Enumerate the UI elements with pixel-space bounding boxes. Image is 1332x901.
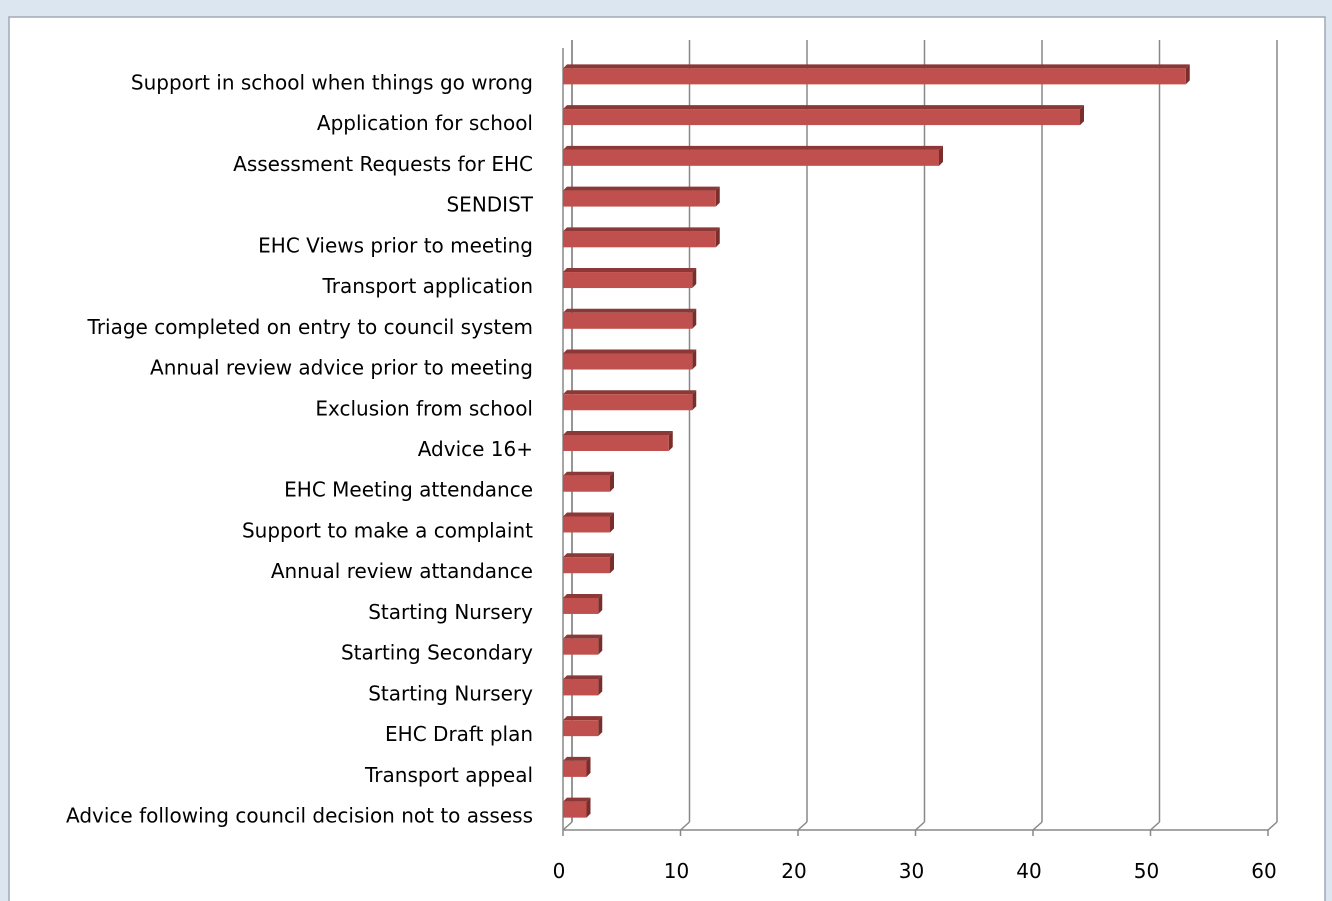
y-tick-label: Annual review advice prior to meeting [150,356,533,380]
grid-floor [1150,821,1160,831]
bar-side [598,593,603,614]
bar [563,557,610,574]
bar-side [692,349,697,370]
bar-top [563,186,720,191]
bar-top [563,268,697,273]
bar-side [692,308,697,329]
bar-side [1080,105,1084,126]
bar-side [610,512,614,533]
bar-top [563,64,1190,69]
bar-side [692,268,697,289]
y-tick-label: Transport application [321,274,533,298]
bar-top [563,634,603,639]
bar [563,68,1186,85]
grid-floor [797,821,808,831]
bar [563,149,939,166]
y-tick-label: Support in school when things go wrong [131,70,533,94]
bar-side [610,553,614,574]
bar-side [598,675,603,696]
x-tick-label: 60 [1251,859,1276,883]
x-tick-label: 20 [781,859,806,883]
bar-top [563,593,603,598]
bar-top [563,349,697,354]
grid-floor [1032,821,1043,831]
bar-top [563,716,603,721]
bar [563,435,669,451]
bar-top [563,105,1084,110]
x-tick-label: 50 [1134,859,1159,883]
y-tick-label: SENDIST [446,193,533,217]
bar [563,760,587,777]
bar-top [563,471,614,476]
y-tick-label: Advice following council decision not to… [66,804,533,828]
bar-side [586,797,591,818]
y-tick-label: Advice 16+ [418,437,533,461]
y-tick-label: Transport appeal [364,763,533,787]
y-tick-label: Application for school [317,111,533,135]
bar-top [563,553,614,558]
bar [563,516,610,533]
y-tick-label: EHC Draft plan [385,722,533,746]
bar [563,638,599,655]
grid-floor [915,821,925,831]
bar [563,720,599,737]
bar [563,353,693,370]
y-tick-label: Starting Secondary [341,641,533,665]
bar [563,597,599,614]
y-tick-label: Starting Nursery [368,600,533,624]
y-tick-label: Support to make a complaint [242,518,533,542]
y-tick-label: Annual review attandance [271,559,533,583]
bar-top [563,431,673,435]
y-tick-label: Assessment Requests for EHC [233,152,533,176]
bar-side [692,390,697,411]
bar [563,190,716,207]
bar-top [563,390,697,395]
grid-floor [562,821,573,831]
x-tick-label: 10 [664,859,689,883]
bar [563,801,587,818]
x-tick-label: 30 [899,859,924,883]
bar-side [598,716,603,737]
bar-side [610,471,614,492]
bar-top [563,512,614,517]
grid-floor [680,821,690,831]
bar-top [563,797,591,802]
bar [563,109,1080,126]
grid-floor [1267,821,1278,831]
y-tick-label: Triage completed on entry to council sys… [87,315,533,339]
bar [563,679,599,696]
bar [563,475,610,492]
x-tick-label: 40 [1016,859,1041,883]
bar-top [563,227,720,232]
bar [563,272,693,289]
bar-side [598,634,603,655]
bar [563,312,693,329]
bar-top [563,308,697,313]
bar-side [1185,64,1190,85]
y-tick-label: EHC Views prior to meeting [258,233,533,257]
bar-top [563,756,591,761]
y-tick-label: Exclusion from school [315,396,533,420]
y-tick-label: EHC Meeting attendance [284,478,533,502]
bar-side [586,756,591,777]
bar [563,231,716,248]
bar-side [939,145,943,166]
x-tick-label: 0 [553,859,566,883]
bar-side [715,186,720,207]
bar-side [668,431,673,451]
bar-top [563,145,943,150]
bar-top [563,675,603,680]
y-tick-label: Starting Nursery [368,681,533,705]
bar [563,394,693,411]
bar-side [715,227,720,248]
